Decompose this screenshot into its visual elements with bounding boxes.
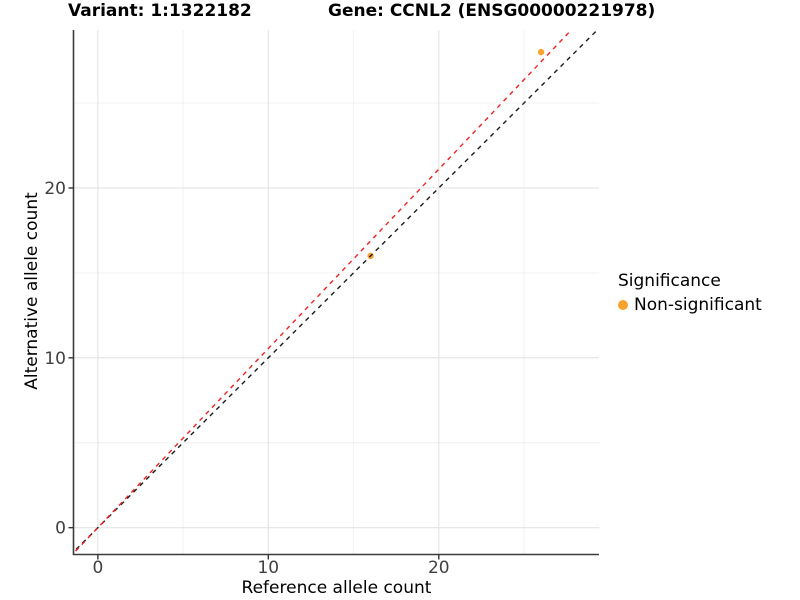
y-tick-label: 20 [44, 179, 66, 199]
y-tick-label: 0 [55, 519, 66, 539]
y-tick-label: 10 [44, 349, 66, 369]
x-tick-label: 0 [92, 558, 103, 578]
legend: Significance Non-significant [618, 271, 762, 315]
x-axis-label: Reference allele count [241, 578, 432, 598]
plot-title-gene: Gene: CCNL2 (ENSG00000221978) [328, 1, 656, 21]
legend-item-label: Non-significant [634, 295, 762, 315]
fit-line [74, 30, 573, 554]
legend-title: Significance [618, 271, 721, 291]
x-tick-label: 20 [428, 558, 450, 578]
axis-ticks: 0 10 20 0 10 20 [44, 179, 449, 578]
data-point [537, 48, 545, 56]
y-axis-label: Alternative allele count [22, 192, 42, 390]
legend-point-icon [618, 300, 628, 310]
data-points [367, 48, 545, 260]
legend-item-non-significant: Non-significant [618, 295, 762, 315]
identity-line [74, 30, 599, 553]
grid-major [74, 30, 599, 554]
plot-title-variant: Variant: 1:1322182 [68, 1, 252, 21]
x-tick-label: 10 [257, 558, 279, 578]
grid-minor [74, 30, 599, 554]
